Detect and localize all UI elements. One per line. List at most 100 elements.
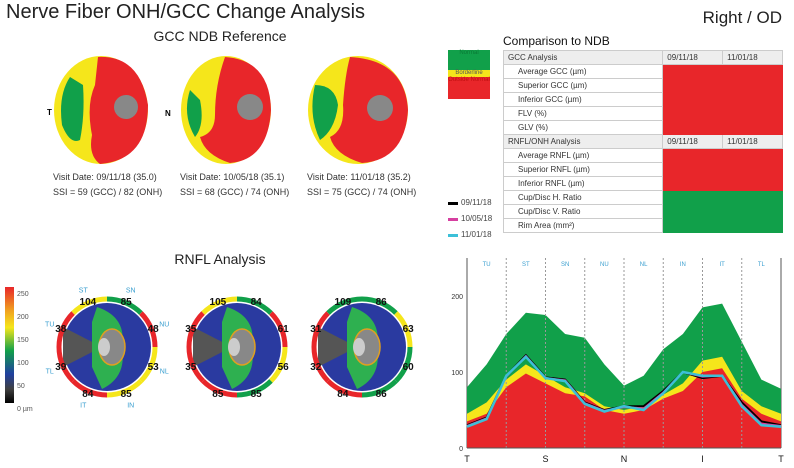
- sector-ring-sn: [106, 296, 143, 315]
- gcc-map-3: [308, 56, 408, 164]
- sector-ring-tu: [186, 311, 205, 348]
- status-cell: [662, 78, 724, 93]
- sector-label: TU: [45, 321, 54, 328]
- sector-label: NL: [640, 262, 648, 268]
- tick: 100: [17, 360, 29, 367]
- table-row: Superior RNFL (µm): [502, 162, 783, 177]
- status-cell: [662, 190, 724, 205]
- thin-region: [193, 327, 232, 367]
- status-cell: [722, 162, 783, 177]
- gcc-map-2: [181, 56, 271, 164]
- sector-ring-in: [106, 379, 143, 398]
- sector-ring-it: [201, 379, 238, 398]
- status-cell: [662, 106, 724, 121]
- sector-ring-st: [71, 296, 108, 315]
- sector-label: ST: [79, 288, 89, 295]
- date-col-2: 11/01/18: [722, 134, 783, 149]
- temporal-label: T: [47, 108, 52, 117]
- y-tick-label: 0: [459, 446, 463, 453]
- sector-ring-nu: [269, 311, 288, 348]
- sector-value-it: 84: [82, 389, 94, 400]
- legend-borderline: Borderline: [448, 70, 490, 77]
- legend-visit-2: 10/05/18: [448, 211, 492, 227]
- tick: 250: [17, 291, 29, 298]
- sector-value-it: 85: [212, 389, 224, 400]
- fovea: [114, 95, 138, 119]
- sector-label: SN: [126, 288, 136, 295]
- sector-ring-in: [236, 379, 273, 398]
- sector-value-tu: 38: [55, 324, 67, 335]
- status-cell: [722, 148, 783, 163]
- table-row: Inferior GCC (µm): [502, 92, 783, 107]
- visit-date: Visit Date: 11/01/18 (35.2): [307, 172, 411, 182]
- sector-ring-nl: [394, 346, 413, 383]
- row-label: Cup/Disc V. Ratio: [502, 204, 664, 219]
- sector-ring-nl: [139, 346, 158, 383]
- sector-value-nl: 56: [278, 362, 290, 373]
- status-cell: [722, 218, 783, 233]
- row-label: GLV (%): [502, 120, 664, 135]
- sector-ring-in: [361, 379, 398, 398]
- ssi: SSI = 75 (GCC) / 74 (ONH): [307, 187, 417, 197]
- status-cell: [722, 106, 783, 121]
- rnfl-map-2: 105 84 61 56 85 85 35 35: [185, 296, 290, 400]
- fovea: [237, 94, 263, 120]
- sector-value-nu: 61: [278, 324, 290, 335]
- table-row: Superior GCC (µm): [502, 78, 783, 93]
- visit-date: Visit Date: 10/05/18 (35.1): [180, 172, 285, 182]
- sector-value-tl: 32: [310, 362, 322, 373]
- table-row: Cup/Disc H. Ratio: [502, 190, 783, 205]
- status-cell: [662, 162, 724, 177]
- x-tick-label: N: [621, 454, 628, 464]
- legend-outside-normal: Outside Normal: [448, 77, 490, 99]
- date-col-2: 11/01/18: [722, 50, 783, 65]
- date-col-1: 09/11/18: [662, 134, 724, 149]
- eye-label: Right / OD: [702, 8, 782, 27]
- rnfl-map-1: 104 85 48 53 85 84 39 38 ST SN NU NL IN IT TL TU: [45, 288, 169, 410]
- sector-value-nu: 63: [403, 324, 415, 335]
- sector-label: IN: [127, 402, 134, 409]
- gcc-analysis-header: GCC Analysis: [502, 50, 664, 65]
- sector-value-in: 86: [376, 389, 388, 400]
- tick: 0 µm: [17, 406, 33, 413]
- rnfl-map-3: 109 86 63 60 86 84 32 31: [310, 296, 415, 400]
- sector-ring-sn: [236, 296, 273, 315]
- legend-visit-1: 09/11/18: [448, 195, 492, 211]
- status-cell: [722, 120, 783, 135]
- table-row: Average RNFL (µm): [502, 148, 783, 163]
- row-label: Average GCC (µm): [502, 64, 664, 79]
- sector-ring-it: [326, 379, 363, 398]
- sector-value-sn: 85: [121, 297, 133, 308]
- sector-value-st: 105: [210, 297, 227, 308]
- legend-date: 09/11/18: [461, 198, 492, 207]
- sector-value-nu: 48: [148, 324, 160, 335]
- row-label: FLV (%): [502, 106, 664, 121]
- sector-ring-tl: [311, 346, 330, 383]
- sector-ring-nu: [394, 311, 413, 348]
- sector-label: TL: [758, 262, 766, 268]
- row-label: Inferior GCC (µm): [502, 92, 664, 107]
- sector-value-st: 104: [80, 297, 97, 308]
- gcc-map-1: [54, 56, 148, 164]
- sector-label: TL: [46, 369, 54, 376]
- sector-ring-it: [71, 379, 108, 398]
- table-row: Average GCC (µm): [502, 64, 783, 79]
- sector-value-sn: 84: [251, 297, 263, 308]
- x-tick-label: T: [778, 454, 784, 464]
- tick: 50: [17, 383, 25, 390]
- sector-ring-st: [201, 296, 238, 315]
- sector-value-sn: 86: [376, 297, 388, 308]
- table-row: Inferior RNFL (µm): [502, 176, 783, 191]
- sector-label: IT: [719, 262, 725, 268]
- status-cell: [662, 148, 724, 163]
- sector-value-tu: 35: [185, 324, 197, 335]
- sector-label: IN: [680, 262, 686, 268]
- status-cell: [722, 92, 783, 107]
- legend-date: 10/05/18: [461, 214, 493, 223]
- band-outside-normal: [467, 368, 781, 448]
- table-row: Cup/Disc V. Ratio: [502, 204, 783, 219]
- visit-date: Visit Date: 09/11/18 (35.0): [53, 172, 157, 182]
- legend-visit-3: 11/01/18: [448, 227, 492, 243]
- line-swatch-icon: [448, 233, 458, 237]
- gcc-section-title: GCC NDB Reference: [153, 28, 287, 44]
